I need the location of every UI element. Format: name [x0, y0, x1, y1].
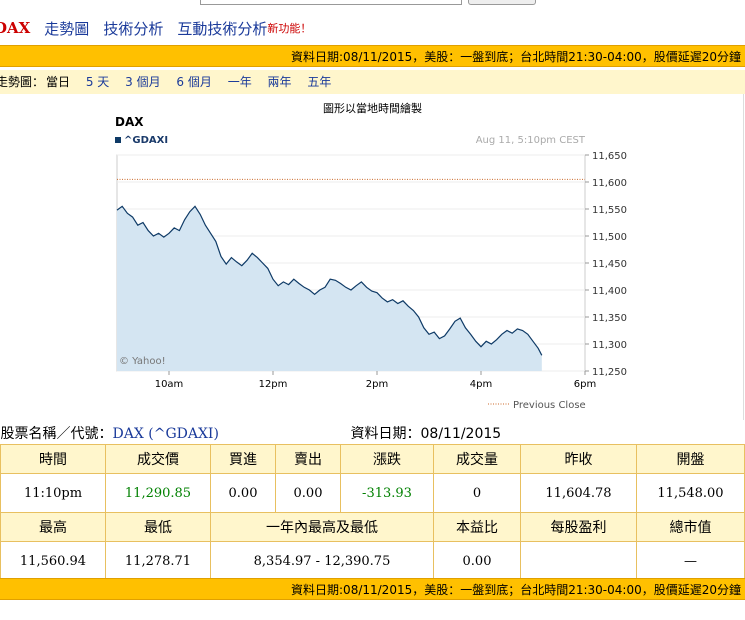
range-5y[interactable]: 五年: [307, 75, 332, 89]
y-tick-label: 11,250: [592, 367, 627, 378]
y-tick-label: 11,650: [592, 151, 627, 162]
search-input[interactable]: [200, 0, 462, 5]
quote-value-row-2: 11,560.94 11,278.71 8,354.97 - 12,390.75…: [0, 541, 745, 581]
data-date-bar-bottom: 資料日期:08/11/2015，美股：一盤到底；台北時間21:30-04:00，…: [0, 578, 745, 600]
data-date-text-bottom: 資料日期:08/11/2015，美股：一盤到底；台北時間21:30-04:00，…: [291, 583, 741, 597]
value-pe: 0.00: [433, 541, 521, 581]
chart-timestamp: Aug 11, 5:10pm CEST: [476, 135, 586, 146]
symbol-title: DAX: [0, 19, 31, 37]
value-change: -313.93: [340, 473, 434, 513]
quote-header-row-2: 最高 最低 一年內最高及最低 本益比 每股盈利 總市值: [0, 512, 745, 542]
new-feature-badge: 新功能！: [267, 22, 312, 35]
symbol-nav: DAX 走勢圖 技術分析 互動技術分析 新功能！: [0, 16, 311, 40]
quote-value-row-1: 11:10pm 11,290.85 0.00 0.00 -313.93 0 11…: [0, 473, 745, 513]
y-tick-label: 11,450: [592, 259, 627, 270]
chart-title: DAX: [115, 115, 144, 129]
legend-swatch: [115, 137, 121, 143]
range-1y[interactable]: 一年: [227, 75, 252, 89]
x-tick-label: 6pm: [574, 379, 596, 390]
header-bid: 買進: [210, 444, 276, 474]
header-market-cap: 總市值: [636, 512, 745, 542]
header-ask: 賣出: [275, 444, 341, 474]
stock-name-link[interactable]: DAX (^GDAXI): [112, 426, 219, 442]
y-tick-label: 11,350: [592, 313, 627, 324]
y-tick-label: 11,300: [592, 340, 627, 351]
value-ask: 0.00: [275, 473, 341, 513]
chart-watermark: © Yahoo!: [119, 356, 166, 367]
chart-container: [0, 94, 744, 420]
value-open: 11,548.00: [636, 473, 745, 513]
header-open: 開盤: [636, 444, 745, 474]
value-market-cap: —: [636, 541, 745, 581]
y-tick-label: 11,600: [592, 178, 627, 189]
value-prev-close: 11,604.78: [520, 473, 637, 513]
quote-header-row-1: 時間 成交價 買進 賣出 漲跌 成交量 昨收 開盤: [0, 444, 745, 474]
nav-link-chart[interactable]: 走勢圖: [44, 19, 90, 38]
intraday-chart: 11,650 11,600 11,550 11,500 11,450 11,400 11,3…: [115, 115, 627, 411]
y-tick-label: 11,500: [592, 232, 627, 243]
range-6m[interactable]: 6 個月: [176, 75, 212, 89]
price-line: [116, 205, 543, 356]
x-tick-label: 4pm: [470, 379, 492, 390]
data-date-bar-top: 資料日期:08/11/2015，美股：一盤到底；台北時間21:30-04:00，…: [0, 45, 745, 67]
header-change: 漲跌: [340, 444, 434, 474]
header-eps: 每股盈利: [520, 512, 637, 542]
value-price: 11,290.85: [105, 473, 211, 513]
range-label: 走勢圖：: [0, 75, 45, 89]
legend-series-label: ^GDAXI: [124, 135, 168, 146]
y-tick-label: 11,550: [592, 205, 627, 216]
quote-name-row: 股票名稱／代號：DAX (^GDAXI) 資料日期：08/11/2015: [0, 422, 745, 445]
value-low: 11,278.71: [105, 541, 211, 581]
value-52wk-range: 8,354.97 - 12,390.75: [210, 541, 434, 581]
value-time: 11:10pm: [0, 473, 106, 513]
value-eps: [520, 541, 637, 581]
nav-link-interactive[interactable]: 互動技術分析: [177, 19, 268, 38]
quote-date-cell: 資料日期：08/11/2015: [340, 422, 745, 445]
header-prev-close: 昨收: [520, 444, 637, 474]
stock-name-label: 股票名稱／代號：: [0, 426, 113, 442]
value-bid: 0.00: [210, 473, 276, 513]
search-button[interactable]: [468, 0, 536, 5]
range-2y[interactable]: 兩年: [267, 75, 292, 89]
range-5d[interactable]: 5 天: [85, 75, 110, 89]
header-pe: 本益比: [433, 512, 521, 542]
price-area: [117, 206, 542, 371]
range-selector: 走勢圖： 當日 5 天 3 個月 6 個月 一年 兩年 五年: [0, 70, 745, 94]
y-tick-label: 11,400: [592, 286, 627, 297]
previous-close-legend-label: Previous Close: [513, 400, 586, 411]
range-current: 當日: [46, 75, 71, 89]
header-low: 最低: [105, 512, 211, 542]
header-high: 最高: [0, 512, 106, 542]
nav-link-technical[interactable]: 技術分析: [103, 19, 164, 38]
header-time: 時間: [0, 444, 106, 474]
x-tick-label: 10am: [155, 379, 184, 390]
quote-date: 資料日期：08/11/2015: [350, 426, 502, 442]
stock-name-cell: 股票名稱／代號：DAX (^GDAXI): [0, 422, 341, 445]
value-volume: 0: [433, 473, 521, 513]
range-3m[interactable]: 3 個月: [125, 75, 161, 89]
quote-table: 股票名稱／代號：DAX (^GDAXI) 資料日期：08/11/2015 時間 …: [0, 422, 745, 581]
x-tick-label: 2pm: [366, 379, 388, 390]
value-high: 11,560.94: [0, 541, 106, 581]
data-date-text: 資料日期:08/11/2015，美股：一盤到底；台北時間21:30-04:00，…: [291, 50, 741, 64]
x-tick-label: 12pm: [259, 379, 288, 390]
chart-caption: 圖形以當地時間繪製: [323, 102, 422, 115]
header-volume: 成交量: [433, 444, 521, 474]
header-52wk-range: 一年內最高及最低: [210, 512, 434, 542]
header-price: 成交價: [105, 444, 211, 474]
